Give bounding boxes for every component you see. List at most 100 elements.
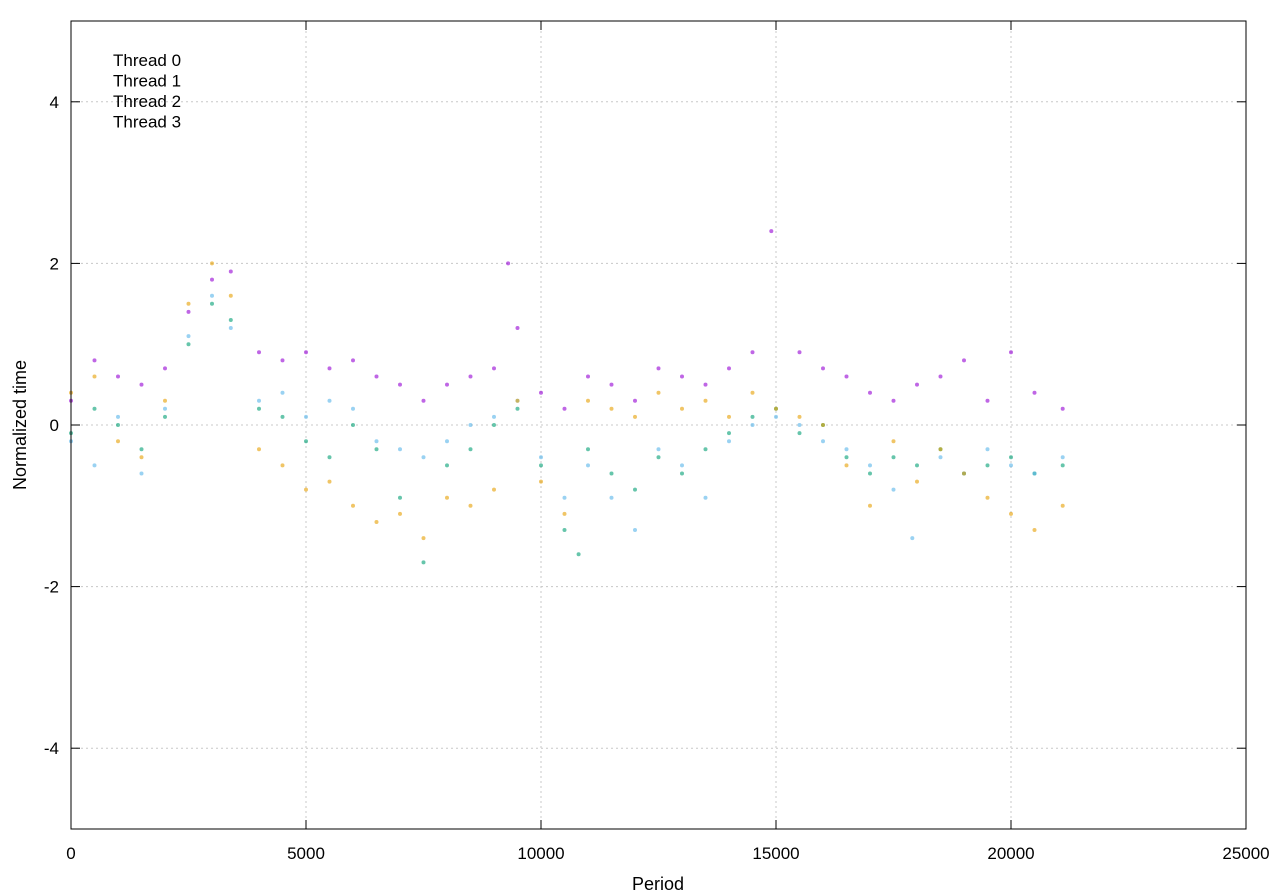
data-point xyxy=(468,374,473,379)
data-point xyxy=(327,366,332,371)
data-point xyxy=(586,374,590,379)
data-point xyxy=(210,261,214,266)
x-tick-label: 15000 xyxy=(752,844,799,863)
data-point xyxy=(539,455,543,460)
x-tick-label: 10000 xyxy=(517,844,564,863)
data-point xyxy=(586,398,590,403)
data-point xyxy=(656,455,661,460)
data-point xyxy=(515,398,520,403)
data-point xyxy=(586,447,590,452)
data-point xyxy=(351,406,355,411)
data-point xyxy=(468,503,473,508)
data-point xyxy=(374,447,379,452)
x-tick-label: 5000 xyxy=(287,844,325,863)
data-point xyxy=(633,398,637,403)
y-axis-title: Normalized time xyxy=(10,360,30,490)
data-point xyxy=(656,390,661,395)
data-point xyxy=(703,495,708,500)
data-point xyxy=(868,463,872,468)
y-tick-label: -2 xyxy=(44,578,59,597)
data-point xyxy=(1060,463,1065,468)
data-point xyxy=(186,342,191,347)
data-point xyxy=(351,503,355,508)
data-point xyxy=(398,495,402,500)
data-point xyxy=(539,479,543,484)
data-point xyxy=(163,366,167,371)
data-point xyxy=(492,414,496,419)
data-point xyxy=(844,374,849,379)
data-point xyxy=(1009,463,1013,468)
data-point xyxy=(304,439,308,444)
grid xyxy=(71,21,1246,829)
x-tick-label: 20000 xyxy=(987,844,1034,863)
x-tick-label: 0 xyxy=(66,844,75,863)
data-point xyxy=(92,463,97,468)
data-point xyxy=(257,406,261,411)
data-point xyxy=(304,350,308,355)
data-point xyxy=(210,301,214,306)
data-point xyxy=(797,423,802,427)
data-point xyxy=(891,398,896,403)
data-point xyxy=(304,414,308,419)
data-point xyxy=(727,439,731,444)
data-point xyxy=(962,358,966,363)
data-point xyxy=(1009,350,1013,355)
data-point xyxy=(576,552,581,557)
data-point xyxy=(1032,528,1037,532)
data-point xyxy=(750,390,755,395)
data-point xyxy=(186,301,191,306)
data-points xyxy=(69,229,1065,565)
data-point xyxy=(506,261,511,266)
data-point xyxy=(821,423,825,427)
data-point xyxy=(891,439,896,444)
data-point xyxy=(492,366,496,371)
data-point xyxy=(1009,455,1013,460)
y-tick-label: -4 xyxy=(44,739,59,758)
legend-label: Thread 0 xyxy=(113,51,181,70)
data-point xyxy=(797,414,802,419)
data-point xyxy=(821,366,825,371)
axis-ticks xyxy=(70,21,1247,829)
data-point xyxy=(445,495,449,500)
data-point xyxy=(609,495,614,500)
data-point xyxy=(680,463,684,468)
data-point xyxy=(515,326,520,330)
data-point xyxy=(680,374,684,379)
data-point xyxy=(539,463,543,468)
data-point xyxy=(492,487,496,492)
data-point xyxy=(915,479,919,484)
data-point xyxy=(92,374,97,379)
data-point xyxy=(891,487,896,492)
data-point xyxy=(985,398,990,403)
data-point xyxy=(228,269,233,274)
data-point xyxy=(891,455,896,460)
series-3 xyxy=(69,261,1065,541)
data-point xyxy=(656,366,661,371)
data-point xyxy=(116,414,120,419)
data-point xyxy=(938,455,943,460)
data-point xyxy=(774,406,778,411)
data-point xyxy=(445,439,449,444)
data-point xyxy=(421,455,426,460)
data-point xyxy=(116,374,120,379)
data-point xyxy=(468,423,473,427)
data-point xyxy=(797,350,802,355)
data-point xyxy=(750,414,755,419)
data-point xyxy=(868,471,872,476)
data-point xyxy=(327,455,332,460)
legend-label: Thread 2 xyxy=(113,92,181,111)
data-point xyxy=(139,471,144,476)
data-point xyxy=(1009,511,1013,516)
data-point xyxy=(703,447,708,452)
data-point xyxy=(374,439,379,444)
y-tick-label: 2 xyxy=(50,254,59,273)
data-point xyxy=(844,455,849,460)
data-point xyxy=(910,536,915,541)
data-point xyxy=(139,447,144,452)
data-point xyxy=(116,439,120,444)
data-point xyxy=(257,350,261,355)
data-point xyxy=(445,382,449,387)
data-point xyxy=(938,447,943,452)
data-point xyxy=(280,390,285,395)
y-tick-label: 0 xyxy=(50,416,59,435)
